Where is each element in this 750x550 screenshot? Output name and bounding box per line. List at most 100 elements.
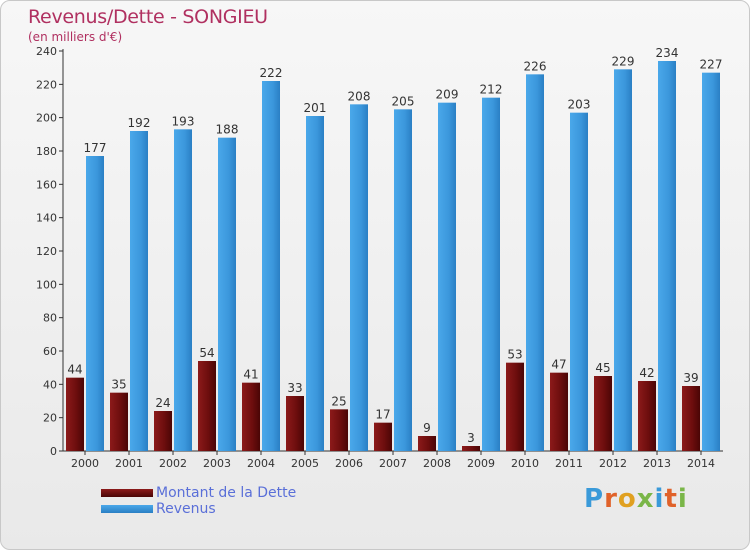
debt-bar [330, 409, 348, 451]
x-tick-label: 2007 [379, 457, 407, 470]
debt-value-label: 39 [683, 371, 698, 385]
debt-bar [506, 362, 524, 451]
debt-value-label: 45 [595, 361, 610, 375]
revenue-value-label: 212 [480, 83, 503, 97]
debt-bar [110, 392, 128, 451]
legend-swatch-debt [101, 489, 153, 497]
x-tick-label: 2001 [115, 457, 143, 470]
revenue-value-label: 205 [392, 94, 415, 108]
debt-value-label: 33 [287, 381, 302, 395]
revenue-bar [218, 137, 236, 451]
y-tick-label: 160 [36, 178, 57, 191]
debt-bar [550, 372, 568, 451]
debt-value-label: 17 [375, 408, 390, 422]
revenue-value-label: 203 [568, 98, 591, 112]
proxiti-logo: Proxiti [584, 484, 688, 514]
legend-label-revenue: Revenus [156, 501, 216, 517]
y-tick-label: 220 [36, 78, 57, 91]
revenue-value-label: 192 [128, 116, 151, 130]
revenue-value-label: 229 [612, 54, 635, 68]
y-tick-label: 120 [36, 245, 57, 258]
legend-swatch-revenue [101, 505, 153, 513]
revenue-bar [262, 81, 280, 451]
logo-letter: r [604, 484, 618, 514]
x-tick-label: 2004 [247, 457, 275, 470]
revenue-value-label: 201 [304, 101, 327, 115]
revenue-bar [570, 112, 588, 452]
x-tick-label: 2013 [643, 457, 671, 470]
revenue-bar [526, 74, 544, 451]
debt-bar [66, 377, 84, 451]
revenue-value-label: 188 [216, 123, 239, 137]
x-tick-label: 2011 [555, 457, 583, 470]
revenue-value-label: 227 [700, 58, 723, 72]
debt-value-label: 47 [551, 358, 566, 372]
debt-bar [682, 386, 700, 451]
debt-value-label: 35 [111, 378, 126, 392]
debt-value-label: 53 [507, 348, 522, 362]
debt-bar [154, 411, 172, 451]
x-tick-label: 2008 [423, 457, 451, 470]
x-tick-label: 2014 [687, 457, 715, 470]
debt-bar [198, 361, 216, 451]
revenue-bar [394, 109, 412, 451]
revenue-bar [658, 61, 676, 451]
logo-letter: x [636, 484, 655, 514]
revenue-bar [174, 129, 192, 452]
revenue-value-label: 208 [348, 89, 371, 103]
revenue-bar [614, 69, 632, 451]
debt-bar [286, 396, 304, 451]
logo-letter: t [664, 484, 678, 514]
debt-value-label: 3 [467, 431, 475, 445]
revenue-value-label: 193 [172, 114, 195, 128]
debt-value-label: 25 [331, 394, 346, 408]
y-tick-label: 80 [43, 312, 57, 325]
revenue-value-label: 209 [436, 88, 459, 102]
debt-bar [594, 376, 612, 451]
chart-title: Revenus/Dette - SONGIEU [28, 6, 268, 28]
revenue-value-label: 177 [84, 141, 107, 155]
debt-value-label: 9 [423, 421, 431, 435]
debt-bar [242, 382, 260, 451]
y-tick-label: 200 [36, 112, 57, 125]
debt-value-label: 44 [67, 363, 82, 377]
x-tick-label: 2005 [291, 457, 319, 470]
debt-bar [374, 422, 392, 451]
revenue-bar [130, 131, 148, 451]
debt-value-label: 24 [155, 396, 170, 410]
revenue-bar [702, 72, 720, 452]
x-tick-label: 2010 [511, 457, 539, 470]
debt-bar [418, 436, 436, 451]
logo-letter: o [617, 484, 637, 514]
revenue-value-label: 222 [260, 66, 283, 80]
logo-letter: P [584, 484, 605, 514]
x-tick-label: 2003 [203, 457, 231, 470]
debt-value-label: 54 [199, 346, 214, 360]
revenue-bar [482, 97, 500, 452]
x-tick-label: 2012 [599, 457, 627, 470]
x-tick-label: 2006 [335, 457, 363, 470]
revenue-value-label: 234 [656, 46, 679, 60]
y-tick-label: 100 [36, 278, 57, 291]
revenue-bar [438, 102, 456, 452]
logo-letter: i [654, 484, 665, 514]
x-tick-label: 2002 [159, 457, 187, 470]
y-tick-label: 240 [36, 45, 57, 58]
revenue-bar [350, 104, 368, 451]
chart-subtitle: (en milliers d'€) [28, 30, 123, 44]
y-tick-label: 140 [36, 212, 57, 225]
debt-value-label: 41 [243, 368, 258, 382]
x-tick-label: 2009 [467, 457, 495, 470]
y-tick-label: 0 [50, 445, 57, 458]
debt-bar [462, 446, 480, 451]
x-tick-label: 2000 [71, 457, 99, 470]
y-tick-label: 180 [36, 145, 57, 158]
debt-bar [638, 381, 656, 451]
debt-value-label: 42 [639, 366, 654, 380]
logo-letter: i [677, 484, 688, 514]
revenue-bar [306, 116, 324, 451]
revenue-bar [86, 156, 104, 451]
y-tick-label: 40 [43, 378, 57, 391]
